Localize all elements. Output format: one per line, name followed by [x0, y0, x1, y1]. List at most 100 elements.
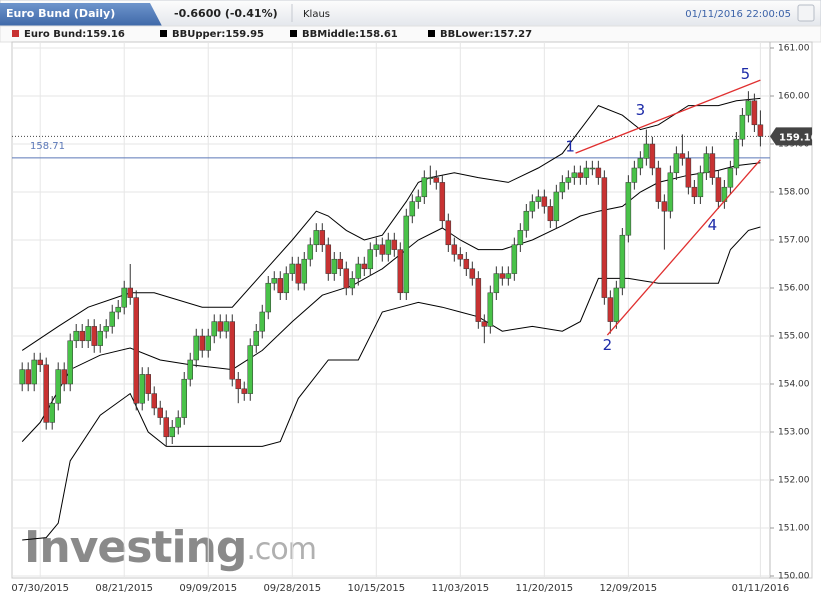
candle-body — [553, 191, 560, 222]
candle-body — [607, 297, 614, 322]
legend: Euro Bund:159.16 BBUpper:159.95 BBMiddle:1… — [12, 29, 532, 40]
candle-body — [223, 321, 230, 332]
candle-body — [205, 335, 212, 351]
candle-body — [355, 263, 362, 279]
candle-body — [301, 258, 308, 284]
candle-body — [139, 374, 145, 404]
watermark-brand: Investing — [24, 522, 246, 573]
candle-body — [403, 215, 410, 294]
candle-body — [415, 196, 422, 202]
x-tick-label: 11/20/2015 — [516, 583, 574, 594]
candle-body — [667, 172, 674, 212]
candle-body — [649, 143, 656, 169]
y-tick-label: 151.00 — [778, 524, 810, 534]
candle-body — [577, 172, 584, 178]
candle-body — [727, 167, 734, 188]
candle-body — [235, 378, 242, 390]
candle-body — [583, 167, 590, 178]
candle-body — [715, 177, 722, 202]
candle-body — [499, 273, 506, 279]
candle-body — [439, 182, 446, 222]
candle-body — [349, 278, 356, 289]
bollinger-band — [21, 162, 761, 442]
candle-body — [217, 321, 224, 332]
candle-body — [469, 268, 476, 279]
candle-body — [595, 167, 602, 178]
candle-body — [289, 263, 296, 274]
candle-body — [397, 249, 404, 294]
candle-body — [229, 321, 236, 380]
candle-body — [517, 230, 524, 246]
candle-body — [85, 326, 91, 342]
x-tick-label: 01/11/2016 — [732, 583, 790, 594]
candle-body — [49, 402, 55, 423]
candle-body — [337, 258, 344, 270]
settings-button[interactable] — [797, 4, 815, 22]
candle-body — [55, 369, 61, 404]
candle-body — [637, 158, 644, 169]
candle-body — [295, 263, 302, 284]
candle-body — [91, 326, 97, 346]
candle-body — [451, 244, 458, 255]
candle-body — [103, 326, 109, 332]
candle-body — [481, 321, 488, 327]
candle-body — [169, 426, 175, 438]
candle-body — [379, 244, 386, 255]
candle-body — [157, 407, 163, 418]
candle-body — [631, 167, 638, 183]
candle-body — [115, 306, 121, 313]
legend-swatch — [290, 30, 297, 37]
candle-body — [739, 114, 746, 140]
candle-body — [493, 273, 500, 294]
candle-body — [283, 273, 290, 294]
candle-body — [247, 345, 254, 394]
candle-body — [67, 340, 73, 385]
candle-body — [313, 230, 320, 246]
candle-body — [325, 244, 332, 274]
y-tick-label: 161.00 — [778, 44, 810, 54]
y-tick-label: 155.00 — [778, 332, 810, 342]
candle-body — [277, 278, 284, 294]
candle-body — [127, 287, 133, 298]
candle-body — [373, 244, 380, 250]
wave-label: 2 — [603, 336, 613, 354]
candle-body — [709, 153, 716, 178]
legend-label: BBUpper:159.95 — [172, 29, 264, 40]
candle-body — [199, 335, 205, 351]
candle-body — [625, 182, 632, 236]
wave-label: 4 — [708, 216, 718, 234]
candle-body — [703, 153, 710, 174]
x-tick-label: 09/09/2015 — [179, 583, 237, 594]
candle-body — [307, 244, 314, 260]
watermark-suffix: .com — [246, 532, 316, 567]
candle-body — [259, 311, 266, 332]
candle-body — [733, 138, 740, 169]
title-tab — [0, 3, 162, 26]
candle-body — [331, 258, 338, 274]
candle-body — [433, 177, 440, 183]
candle-body — [79, 330, 85, 342]
candle-body — [565, 177, 572, 183]
y-tick-label: 158.00 — [778, 188, 810, 198]
candle-body — [541, 196, 548, 207]
candle-body — [109, 311, 115, 327]
candle-body — [475, 278, 482, 322]
candle-body — [61, 369, 67, 385]
y-tick-label: 157.00 — [778, 236, 810, 246]
candle-body — [457, 254, 464, 260]
legend-swatch — [428, 30, 435, 37]
candle-body — [361, 263, 368, 270]
candle-body — [463, 258, 470, 270]
candle-body — [523, 210, 530, 231]
candle-body — [187, 359, 193, 380]
candle-body — [121, 287, 127, 308]
x-tick-label: 10/15/2015 — [347, 583, 405, 594]
candle-body — [685, 158, 692, 188]
candle-body — [391, 239, 398, 250]
candle-body — [427, 177, 434, 179]
candle-body — [37, 359, 43, 366]
y-tick-label: 160.00 — [778, 92, 810, 102]
legend-swatch — [12, 30, 19, 37]
candle-body — [193, 335, 199, 361]
candle-body — [43, 364, 49, 423]
